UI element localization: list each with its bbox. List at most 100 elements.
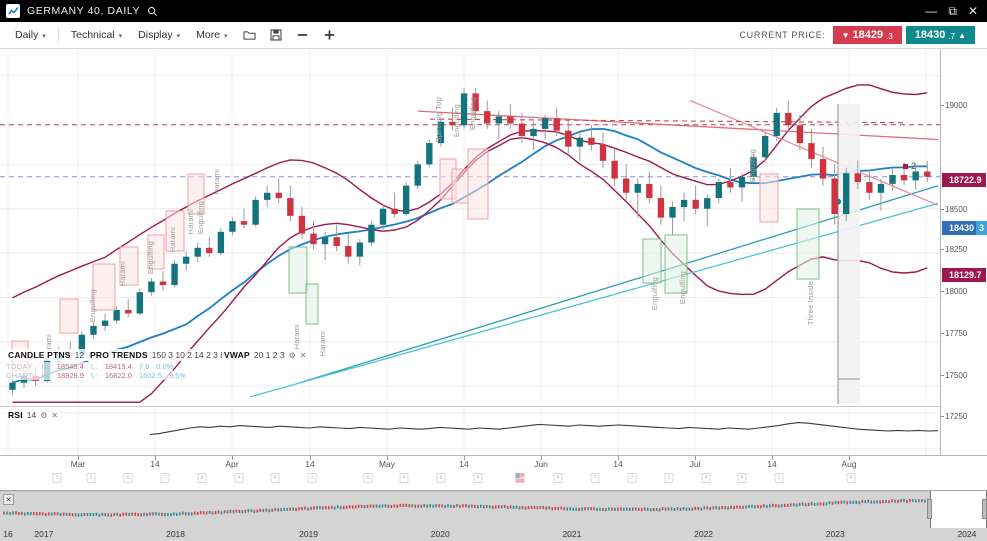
trend-target-marker[interactable]: 2 — [903, 161, 916, 171]
current-price-value: 18430 — [949, 223, 975, 233]
close-icon[interactable]: ✕ — [967, 4, 978, 18]
chart-container[interactable]: Harami Engulfing Harami Engulfing Harami Hara… — [0, 49, 987, 494]
event-calendar-icon[interactable]: 3 — [664, 473, 674, 483]
timeframe-dropdown[interactable]: Daily ▾ — [8, 26, 53, 44]
chart-line-icon — [6, 4, 20, 18]
event-calendar-icon[interactable]: 6 — [123, 473, 133, 483]
candle-pattern-annotation: Harami — [168, 227, 177, 253]
candle-pattern-annotation: Engulfing — [678, 271, 687, 305]
rsi-pane[interactable]: RSI 14 ⚙ ✕ — [0, 406, 940, 455]
folder-open-icon[interactable] — [237, 28, 262, 43]
close-icon[interactable]: ✕ — [299, 350, 307, 360]
event-calendar-icon[interactable]: 1 — [774, 473, 784, 483]
stats-low-value: 16822.0 — [104, 371, 132, 380]
time-axis-tick — [78, 456, 79, 460]
price-plot[interactable]: Harami Engulfing Harami Engulfing Harami Hara… — [0, 49, 940, 404]
navigator-handle-left[interactable] — [927, 499, 932, 519]
ask-price-decimal: .7 — [948, 31, 956, 41]
event-calendar-icon[interactable]: 4 — [846, 473, 856, 483]
chevron-down-icon: ▾ — [118, 33, 123, 40]
close-icon[interactable]: ✕ — [3, 494, 14, 505]
time-axis-label: May — [378, 459, 396, 469]
rsi-chart-svg[interactable] — [0, 407, 940, 455]
navigator-selection-window[interactable] — [930, 491, 987, 528]
indicator-legend-vwap[interactable]: VWAP 20 1 2 3 ⚙ ✕ — [222, 349, 309, 361]
event-calendar-icon[interactable]: 4 — [399, 473, 409, 483]
indicator-name: PRO TRENDS — [90, 350, 148, 360]
close-icon[interactable]: ✕ — [51, 410, 59, 420]
stats-row-today: TODAY: H: 18545.4 L: 18415.4 7.6 0.0% — [6, 362, 174, 371]
technical-dropdown[interactable]: Technical ▾ — [64, 26, 129, 44]
event-calendar-icon[interactable]: 7 — [52, 473, 62, 483]
time-axis-tick — [541, 456, 542, 460]
event-calendar-icon[interactable]: 4 — [553, 473, 563, 483]
save-icon[interactable] — [264, 27, 288, 43]
indicator-params: 150 3 10 2 14 2 3 8 — [151, 350, 225, 360]
indicator-params: 12 — [74, 350, 85, 360]
event-calendar-icon[interactable]: 4 — [701, 473, 711, 483]
candle-pattern-annotation: Harami — [318, 331, 327, 357]
toolbar-divider — [57, 27, 59, 43]
event-calendar-icon[interactable]: 4 — [234, 473, 244, 483]
stats-percent-value: 9.5% — [168, 371, 187, 380]
navigator-chart[interactable] — [0, 491, 987, 528]
price-tick: 18500 — [940, 205, 968, 214]
ask-price-badge[interactable]: 18430 .7 ▲ — [905, 26, 975, 44]
support-price-badge[interactable]: 18129.7 — [942, 268, 986, 282]
event-calendar-icon[interactable]: 1 — [307, 473, 317, 483]
price-tick: 19000 — [940, 101, 968, 110]
indicator-name: VWAP — [224, 350, 250, 360]
restore-icon[interactable]: ⧉ — [948, 4, 957, 18]
rsi-params: 14 — [26, 410, 37, 420]
time-axis-label: Mar — [70, 459, 86, 469]
time-axis-tick — [772, 456, 773, 460]
time-axis-tick — [232, 456, 233, 460]
bid-price-decimal: .3 — [886, 31, 893, 41]
event-calendar-icon[interactable]: 7 — [590, 473, 600, 483]
event-calendar-icon[interactable]: 4 — [737, 473, 747, 483]
technical-dropdown-label: Technical — [70, 29, 115, 41]
gear-icon[interactable]: ⚙ — [288, 350, 296, 360]
price-tick: 17500 — [940, 371, 968, 380]
event-calendar-icon[interactable]: 3 — [197, 473, 207, 483]
time-axis[interactable]: Mar 14 Apr 14 May 14 Jun 14 Jul 14 Aug 7 3 6 7 3 4 4 1 6 4 5 4… — [0, 455, 987, 490]
event-flag-icon[interactable] — [515, 473, 525, 483]
time-axis-label: Jun — [534, 459, 548, 469]
search-icon[interactable] — [147, 6, 158, 17]
indicator-name: CANDLE PTNS — [8, 350, 71, 360]
display-dropdown[interactable]: Display ▾ — [131, 26, 187, 44]
stats-high-value: 18929.9 — [56, 371, 84, 380]
zoom-out-button[interactable] — [290, 27, 315, 43]
bid-price-badge[interactable]: ▼ 18429 .3 — [832, 26, 902, 44]
time-axis-label: 14 — [613, 459, 623, 469]
event-calendar-icon[interactable]: 4 — [473, 473, 483, 483]
navigator-year-label: 16 — [3, 529, 13, 539]
marker-square-icon — [903, 163, 908, 169]
event-calendar-icon[interactable]: 7 — [160, 473, 170, 483]
event-calendar-icon[interactable]: 5 — [436, 473, 446, 483]
navigator-year-label: 2023 — [825, 529, 845, 539]
more-dropdown[interactable]: More ▾ — [189, 26, 234, 44]
zoom-in-button[interactable] — [317, 27, 342, 43]
time-axis-tick — [849, 456, 850, 460]
navigator-handle-right[interactable] — [982, 499, 987, 519]
stats-high-label: H: — [41, 371, 50, 380]
gear-icon[interactable]: ⚙ — [40, 410, 48, 420]
event-calendar-icon[interactable]: 3 — [86, 473, 96, 483]
minimize-icon[interactable]: — — [925, 4, 938, 18]
price-chart-svg[interactable] — [0, 49, 940, 404]
navigator[interactable]: ✕ 16 2017 2018 2019 2020 2021 2022 2023 2024 — [0, 490, 987, 541]
event-calendar-icon[interactable]: 4 — [270, 473, 280, 483]
current-price-badge[interactable]: 18430 3 — [942, 221, 987, 235]
event-calendar-icon[interactable]: 6 — [363, 473, 373, 483]
navigator-year-label: 2022 — [694, 529, 714, 539]
price-axis[interactable]: 19000 18500 18250 18000 17750 17500 1725… — [940, 49, 987, 494]
rsi-legend[interactable]: RSI 14 ⚙ ✕ — [6, 410, 61, 420]
price-tick: 18250 — [940, 245, 968, 254]
time-axis-label: Apr — [225, 459, 239, 469]
stats-high-value: 18545.4 — [56, 362, 84, 371]
resistance-price-badge[interactable]: 18722.9 — [942, 173, 986, 187]
chevron-down-icon: ▾ — [42, 33, 46, 40]
ask-price-value: 18430 — [914, 29, 946, 41]
event-calendar-icon[interactable]: 7 — [627, 473, 637, 483]
